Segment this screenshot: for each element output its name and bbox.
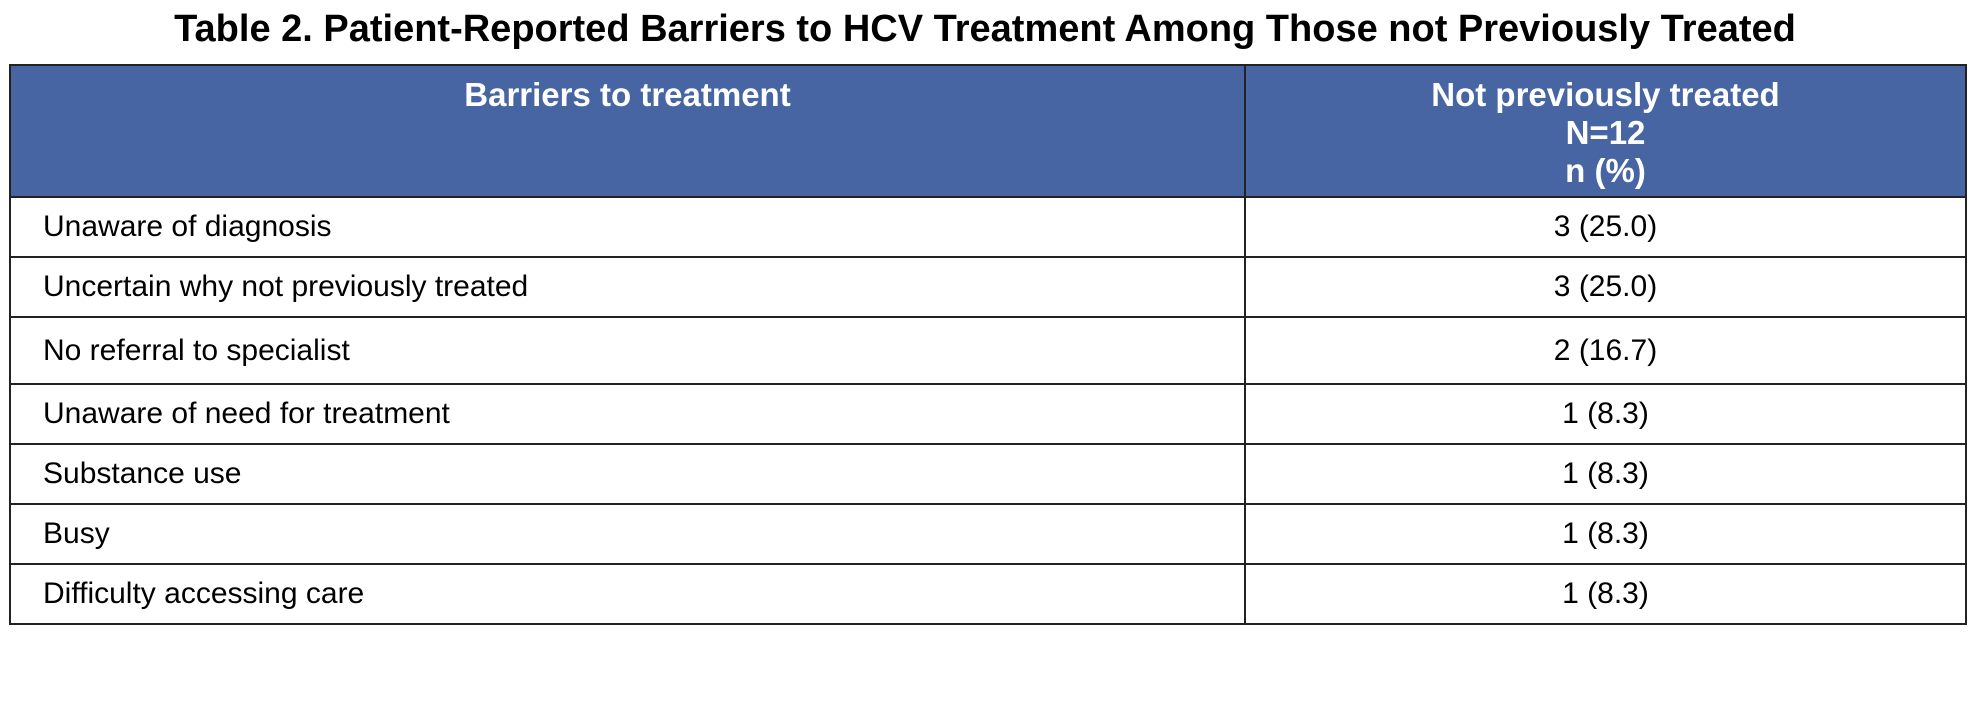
value-cell: 3 (25.0) bbox=[1244, 256, 1967, 318]
value-cell: 1 (8.3) bbox=[1244, 563, 1967, 625]
value-cell: 1 (8.3) bbox=[1244, 383, 1967, 445]
barrier-cell: Busy bbox=[9, 503, 1246, 565]
table-row: Unaware of diagnosis 3 (25.0) bbox=[9, 196, 1967, 258]
value-cell: 1 (8.3) bbox=[1244, 503, 1967, 565]
header-line: Barriers to treatment bbox=[464, 76, 791, 113]
table-row: Unaware of need for treatment 1 (8.3) bbox=[9, 383, 1967, 445]
barrier-cell: Uncertain why not previously treated bbox=[9, 256, 1246, 318]
value-cell: 2 (16.7) bbox=[1244, 316, 1967, 385]
barrier-cell: Unaware of need for treatment bbox=[9, 383, 1246, 445]
value-cell: 3 (25.0) bbox=[1244, 196, 1967, 258]
header-row: Barriers to treatment Not previously trea… bbox=[9, 64, 1967, 198]
table-row: Substance use 1 (8.3) bbox=[9, 443, 1967, 505]
barrier-cell: Difficulty accessing care bbox=[9, 563, 1246, 625]
header-cell: Not previously treated N=12 n (%) bbox=[1244, 64, 1967, 198]
header-line: N=12 bbox=[1565, 114, 1646, 151]
value-cell: 1 (8.3) bbox=[1244, 443, 1967, 505]
table-title: Table 2. Patient-Reported Barriers to HC… bbox=[174, 8, 1796, 50]
barrier-cell: Substance use bbox=[9, 443, 1246, 505]
barrier-cell: Unaware of diagnosis bbox=[9, 196, 1246, 258]
header-line: n (%) bbox=[1565, 152, 1646, 189]
barrier-cell: No referral to specialist bbox=[9, 316, 1246, 385]
table-body: Unaware of diagnosis 3 (25.0) Uncertain wh… bbox=[9, 196, 1967, 625]
table-row: No referral to specialist 2 (16.7) bbox=[9, 316, 1967, 385]
header-cell: Barriers to treatment bbox=[9, 64, 1246, 198]
header-line: Not previously treated bbox=[1431, 76, 1780, 113]
table-row: Busy 1 (8.3) bbox=[9, 503, 1967, 565]
barriers-table: Barriers to treatment Not previously trea… bbox=[9, 64, 1967, 625]
table-row: Difficulty accessing care 1 (8.3) bbox=[9, 563, 1967, 625]
table-row: Uncertain why not previously treated 3 (2… bbox=[9, 256, 1967, 318]
